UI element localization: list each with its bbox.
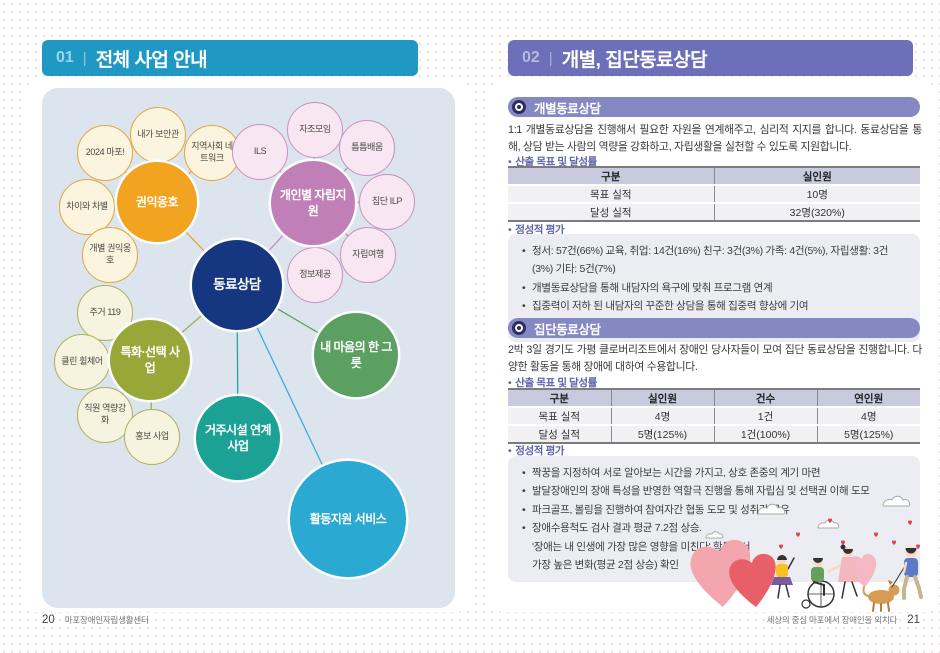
- table-cell: 5명(125%): [610, 424, 714, 443]
- pusher-figure: [827, 544, 858, 599]
- table-header-cell: 구분: [508, 167, 714, 185]
- table-cell: 5명(125%): [816, 424, 920, 443]
- hearts-icon: [690, 518, 920, 607]
- table-header-cell: 실인원: [713, 167, 920, 185]
- mindmap-satellite: 차이와 차별: [59, 179, 115, 235]
- eval-continuation: '장애는 내 인생에 가장 많은 영향을 미친다' 항목에서: [532, 540, 751, 553]
- mindmap-panel: 내가 보안관 2024 마포! 차이와 차별 개별 권익옹호 지역사회 네트워크…: [42, 88, 455, 608]
- table-cell: 목표 실적: [508, 184, 714, 203]
- guide-dog-figure: [862, 565, 906, 612]
- mindmap-satellite: 집단 ILP: [359, 174, 415, 230]
- mindmap-satellite: 지역사회 네트워크: [184, 125, 240, 181]
- eval-continuation: 가장 높은 변화(평균 2점 상승) 확인: [532, 558, 679, 571]
- chapter-divider: |: [82, 49, 87, 67]
- chapter-title: 전체 사업 안내: [95, 49, 208, 71]
- table-cell: 1건(100%): [713, 424, 817, 443]
- chapter-divider: |: [548, 49, 553, 67]
- page-number: 20: [42, 614, 55, 626]
- mindmap-node-individual: 개인별 자립지원: [271, 161, 355, 245]
- eval-bullet: 발달장애인의 장애 특성을 반영한 역할극 진행을 통해 자립심 및 선택권 이…: [522, 482, 906, 501]
- mindmap-node-advocacy: 권익옹호: [117, 162, 197, 242]
- mindmap-satellite: 개별 권익옹호: [82, 227, 138, 283]
- table-cell: 달성 실적: [508, 424, 611, 443]
- output-goal-label: 산출 목표 및 달성률: [508, 375, 597, 390]
- qualitative-eval-label: 정성적 평가: [508, 222, 564, 237]
- right-page-footer: 세상의 중심 마포에서 장애인을 외치다 21: [767, 614, 920, 626]
- man-figure: [902, 546, 923, 600]
- eval-bullet: 정서: 57건(66%) 교육, 취업: 14건(16%) 친구: 3건(3%)…: [522, 242, 906, 279]
- table-header-cell: 연인원: [816, 389, 920, 407]
- mindmap-node-center: 동료상담: [192, 240, 282, 330]
- eval-bullet: 장애수용척도 검사 결과 평균 7.2점 상승.: [522, 519, 906, 538]
- section-bullet-icon: [512, 321, 526, 335]
- eval-bullet: 짝꿍을 지정하여 서로 알아보는 시간을 가지고, 상호 존중의 계기 마련: [522, 464, 906, 483]
- eval-bullet: 집중력이 저하 된 내담자의 꾸준한 상담을 통해 집중력 향상에 기여: [522, 297, 906, 316]
- table-header-cell: 실인원: [610, 389, 714, 407]
- qualitative-eval-label: 정성적 평가: [508, 443, 564, 458]
- eval-bullet: 파크골프, 볼링을 진행하여 참여자간 협동 도모 및 성취감 공유: [522, 501, 906, 520]
- mindmap-satellite: 2024 마포!: [77, 125, 133, 181]
- mindmap-satellite: 자조모임: [287, 102, 343, 158]
- table-cell: 목표 실적: [508, 406, 611, 425]
- section-title: 개별동료상담: [534, 101, 601, 116]
- section-description: 1:1 개별동료상담을 진행해서 필요한 자원을 연계해주고, 심리적 지지를 …: [508, 124, 922, 153]
- mindmap-satellite: 자립여행: [340, 227, 396, 283]
- mindmap-node-residence: 거주시설 연계사업: [196, 396, 280, 480]
- individual-stat-table: 구분 실인원 목표 실적 10명 달성 실적 32명(320%): [508, 166, 920, 222]
- table-row: 목표 실적 4명 1건 4명: [508, 406, 920, 425]
- center-name: 마포장애인자립생활센터: [64, 615, 149, 625]
- wheelchair-figure: [801, 557, 835, 609]
- section-banner-individual: 개별동료상담: [508, 97, 920, 117]
- table-cell: 4명: [816, 406, 920, 425]
- mindmap-satellite: 정보제공: [287, 247, 343, 303]
- eval-bullet: 개별동료상담을 통해 내담자의 욕구에 맞춰 프로그램 연계: [522, 279, 906, 298]
- table-header-cell: 구분: [508, 389, 611, 407]
- table-row: 달성 실적 32명(320%): [508, 202, 920, 221]
- page-number: 21: [907, 614, 920, 626]
- slogan: 세상의 중심 마포에서 장애인을 외치다: [766, 615, 898, 625]
- child-figure: [771, 555, 795, 599]
- chapter-number: 01: [56, 49, 74, 66]
- mindmap-satellite: 틈틈배움: [339, 120, 395, 176]
- section-description: 2박 3일 경기도 가평 클로버리조트에서 장애인 당사자들이 모여 집단 동료…: [508, 344, 922, 373]
- right-chapter-header: 02 | 개별, 집단동료상담: [508, 40, 913, 76]
- mindmap-node-special: 특화·선택 사업: [110, 320, 190, 400]
- table-row: 달성 실적 5명(125%) 1건(100%) 5명(125%): [508, 424, 920, 443]
- chapter-title: 개별, 집단동료상담: [561, 49, 708, 71]
- table-cell: 32명(320%): [713, 202, 920, 221]
- mindmap-node-activity: 활동지원 서비스: [290, 461, 406, 577]
- table-cell: 10명: [713, 184, 920, 203]
- chapter-number: 02: [522, 49, 540, 66]
- mindmap-satellite: 내가 보안관: [130, 107, 186, 163]
- clouds-icon: [705, 495, 910, 539]
- mindmap-satellite: 홍보 사업: [124, 409, 180, 465]
- table-header-cell: 건수: [713, 389, 817, 407]
- group-stat-table: 구분 실인원 건수 연인원 목표 실적 4명 1건 4명 달성 실적 5명(12…: [508, 388, 920, 444]
- table-cell: 달성 실적: [508, 202, 714, 221]
- table-row: 목표 실적 10명: [508, 184, 920, 203]
- mindmap-satellite: ILS: [232, 124, 288, 180]
- section-banner-group: 집단동료상담: [508, 318, 920, 338]
- left-chapter-header: 01 | 전체 사업 안내: [42, 40, 418, 76]
- table-cell: 1건: [713, 406, 817, 425]
- output-goal-label: 산출 목표 및 달성률: [508, 154, 597, 169]
- section-title: 집단동료상담: [534, 322, 601, 337]
- mindmap-node-bowl: 내 마음의 한 그릇: [314, 313, 398, 397]
- section-bullet-icon: [512, 100, 526, 114]
- table-cell: 4명: [610, 406, 714, 425]
- peer-support-illustration: [690, 495, 923, 612]
- mindmap-satellite: 클린 휠체어: [54, 334, 110, 390]
- left-page-footer: 20 마포장애인자립생활센터: [42, 614, 149, 626]
